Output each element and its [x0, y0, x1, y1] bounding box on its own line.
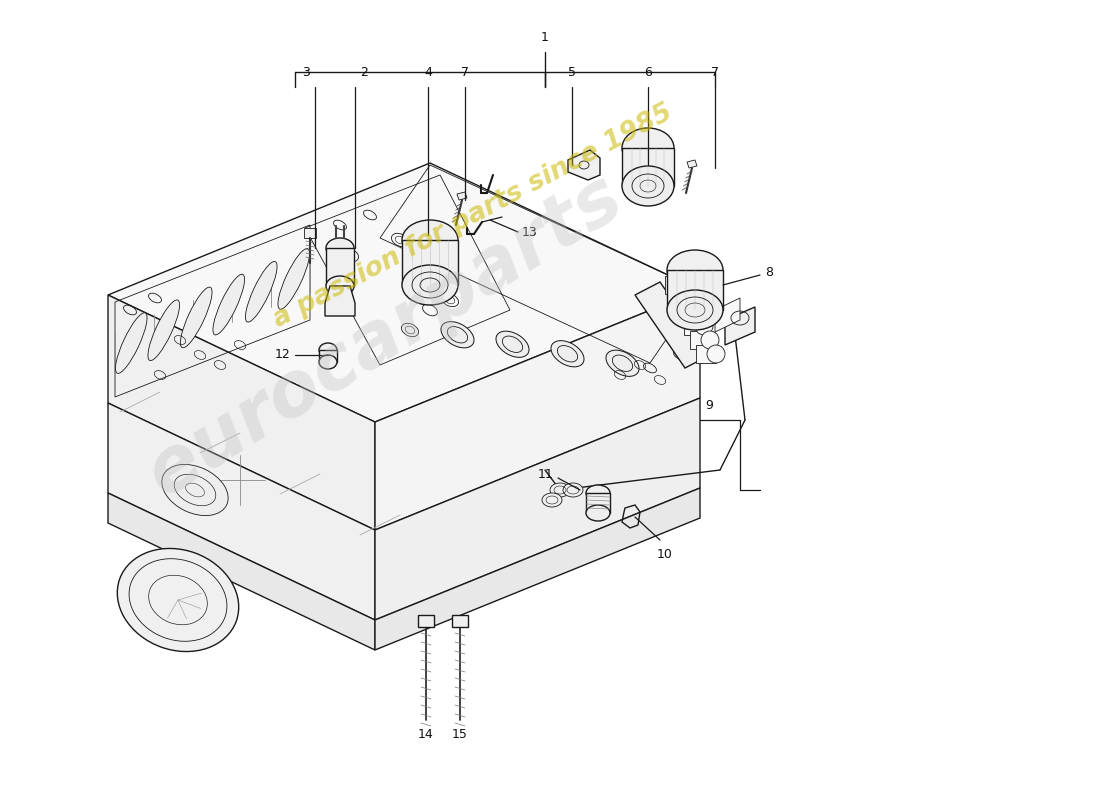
Text: 5: 5	[568, 66, 576, 79]
Ellipse shape	[586, 485, 611, 501]
Ellipse shape	[319, 355, 337, 369]
Polygon shape	[452, 615, 468, 627]
Polygon shape	[715, 298, 740, 332]
Ellipse shape	[606, 350, 639, 376]
Ellipse shape	[550, 483, 570, 497]
Polygon shape	[684, 317, 704, 335]
Ellipse shape	[441, 322, 474, 348]
Polygon shape	[326, 248, 354, 286]
Text: 3: 3	[302, 66, 310, 79]
Polygon shape	[678, 303, 698, 321]
Polygon shape	[456, 192, 468, 200]
Ellipse shape	[213, 274, 244, 335]
Polygon shape	[319, 350, 337, 362]
Ellipse shape	[621, 128, 674, 168]
Ellipse shape	[118, 549, 239, 651]
Polygon shape	[667, 270, 723, 310]
Text: 1: 1	[541, 31, 549, 44]
Polygon shape	[108, 163, 700, 422]
Ellipse shape	[701, 331, 719, 349]
Ellipse shape	[116, 313, 147, 374]
Polygon shape	[696, 345, 716, 363]
Ellipse shape	[180, 287, 212, 348]
Text: 9: 9	[705, 399, 713, 412]
Text: 7: 7	[711, 66, 719, 79]
Text: 11: 11	[537, 467, 553, 481]
Ellipse shape	[689, 303, 707, 321]
Polygon shape	[375, 290, 700, 530]
Polygon shape	[635, 282, 710, 368]
Ellipse shape	[326, 238, 354, 258]
Ellipse shape	[551, 341, 584, 367]
Polygon shape	[108, 403, 375, 620]
Polygon shape	[672, 289, 692, 307]
Ellipse shape	[707, 345, 725, 363]
Ellipse shape	[402, 220, 458, 260]
Polygon shape	[108, 493, 375, 650]
Polygon shape	[690, 331, 710, 349]
Text: 12: 12	[274, 347, 290, 361]
Polygon shape	[621, 148, 674, 186]
Text: 10: 10	[657, 548, 673, 561]
Ellipse shape	[496, 331, 529, 358]
Ellipse shape	[326, 276, 354, 296]
Polygon shape	[304, 228, 316, 238]
Polygon shape	[586, 493, 611, 513]
Ellipse shape	[621, 166, 674, 206]
Ellipse shape	[563, 483, 583, 497]
Polygon shape	[375, 488, 700, 650]
Ellipse shape	[319, 343, 337, 357]
Ellipse shape	[147, 300, 179, 361]
Ellipse shape	[586, 505, 611, 521]
Ellipse shape	[245, 262, 277, 322]
Polygon shape	[108, 295, 375, 530]
Polygon shape	[688, 160, 697, 168]
Ellipse shape	[162, 465, 228, 515]
Ellipse shape	[695, 317, 713, 335]
Ellipse shape	[402, 265, 458, 305]
Polygon shape	[402, 240, 458, 285]
Polygon shape	[418, 615, 434, 627]
Text: a passion for parts since 1985: a passion for parts since 1985	[268, 99, 678, 333]
Ellipse shape	[542, 493, 562, 507]
Text: 2: 2	[360, 66, 367, 79]
Text: 15: 15	[452, 728, 468, 741]
Text: 8: 8	[764, 266, 773, 278]
Polygon shape	[568, 150, 600, 180]
Text: eurocarparts: eurocarparts	[134, 160, 636, 512]
Ellipse shape	[667, 250, 723, 290]
Ellipse shape	[676, 276, 694, 294]
Text: 13: 13	[522, 226, 538, 239]
Polygon shape	[725, 307, 755, 345]
Polygon shape	[375, 398, 700, 620]
Text: 14: 14	[418, 728, 433, 741]
Ellipse shape	[278, 249, 309, 310]
Text: 7: 7	[461, 66, 469, 79]
Polygon shape	[324, 286, 355, 316]
Text: 4: 4	[425, 66, 432, 79]
Ellipse shape	[667, 290, 723, 330]
Text: 6: 6	[645, 66, 652, 79]
Ellipse shape	[683, 289, 701, 307]
Polygon shape	[666, 276, 685, 294]
